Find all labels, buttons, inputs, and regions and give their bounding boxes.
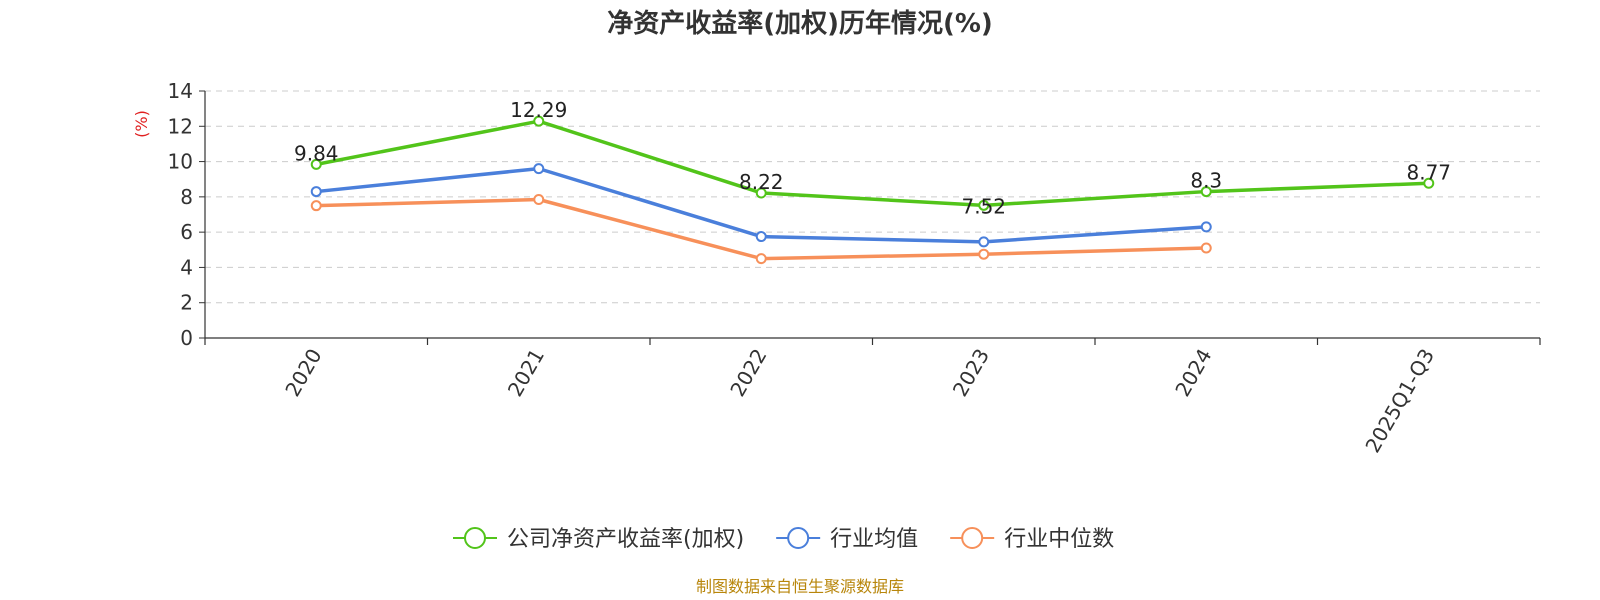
y-tick-label: 12 — [168, 114, 193, 138]
data-point[interactable] — [310, 200, 322, 212]
data-point[interactable] — [755, 187, 767, 199]
data-point[interactable] — [1200, 221, 1212, 233]
data-point[interactable] — [978, 199, 990, 211]
data-point[interactable] — [533, 115, 545, 127]
grid-lines — [205, 90, 1540, 304]
series-0 — [310, 115, 1435, 211]
data-label: 12.29 — [510, 98, 567, 122]
data-label: 8.22 — [739, 170, 784, 194]
series-1 — [310, 163, 1212, 248]
data-label: 9.84 — [294, 141, 339, 165]
y-tick-label: 8 — [180, 185, 193, 209]
data-point[interactable] — [533, 194, 545, 206]
series-2 — [310, 194, 1212, 265]
legend-label: 行业均值 — [830, 527, 918, 552]
data-point[interactable] — [1200, 242, 1212, 254]
data-labels: 9.84 12.29 8.22 7.52 8.3 8.77 — [294, 98, 1451, 218]
source-note: 制图数据来自恒生聚源数据库 — [696, 577, 904, 596]
y-axis: 0 2 4 6 8 10 12 14 — [168, 79, 206, 350]
legend-item-2[interactable]: 行业中位数 — [950, 527, 1114, 552]
data-point[interactable] — [1200, 186, 1212, 198]
data-label: 8.77 — [1406, 160, 1451, 184]
x-tick-label: 2020 — [280, 345, 326, 401]
legend-marker — [787, 527, 810, 549]
data-label: 8.3 — [1190, 169, 1222, 193]
data-point[interactable] — [533, 163, 545, 175]
x-tick-label: 2023 — [948, 345, 994, 401]
x-tick-label: 2021 — [503, 345, 549, 401]
y-axis-unit: (%) — [132, 110, 151, 138]
legend-item-0[interactable]: 公司净资产收益率(加权) — [453, 527, 744, 552]
data-label: 7.52 — [961, 194, 1006, 218]
y-tick-label: 2 — [180, 291, 193, 315]
data-point[interactable] — [310, 158, 322, 170]
y-tick-label: 6 — [180, 220, 193, 244]
data-point[interactable] — [310, 186, 322, 198]
chart-title: 净资产收益率(加权)历年情况(%) — [607, 8, 993, 39]
legend-label: 公司净资产收益率(加权) — [507, 527, 744, 552]
x-tick-label: 2025Q1-Q3 — [1360, 345, 1439, 457]
legend-marker — [464, 527, 486, 549]
y-tick-label: 4 — [180, 255, 193, 279]
data-point[interactable] — [755, 253, 767, 265]
data-point[interactable] — [978, 248, 990, 260]
legend-item-1[interactable]: 行业均值 — [776, 527, 918, 552]
y-tick-label: 14 — [168, 79, 193, 103]
series-line — [315, 119, 1429, 208]
legend-label: 行业中位数 — [1004, 527, 1114, 552]
legend-marker — [961, 527, 984, 549]
x-tick-label: 2022 — [725, 345, 771, 401]
y-tick-label: 0 — [180, 326, 193, 350]
series-line — [316, 197, 1207, 261]
legend: 公司净资产收益率(加权) 行业均值 行业中位数 — [453, 527, 1114, 552]
data-point[interactable] — [755, 231, 767, 243]
x-axis: 2020 2021 2022 2023 2024 2025Q1-Q3 — [204, 337, 1541, 457]
data-point[interactable] — [978, 236, 990, 248]
y-tick-label: 10 — [168, 150, 193, 174]
x-tick-label: 2024 — [1170, 345, 1216, 401]
series-layer — [310, 115, 1435, 265]
data-point[interactable] — [1423, 177, 1435, 189]
